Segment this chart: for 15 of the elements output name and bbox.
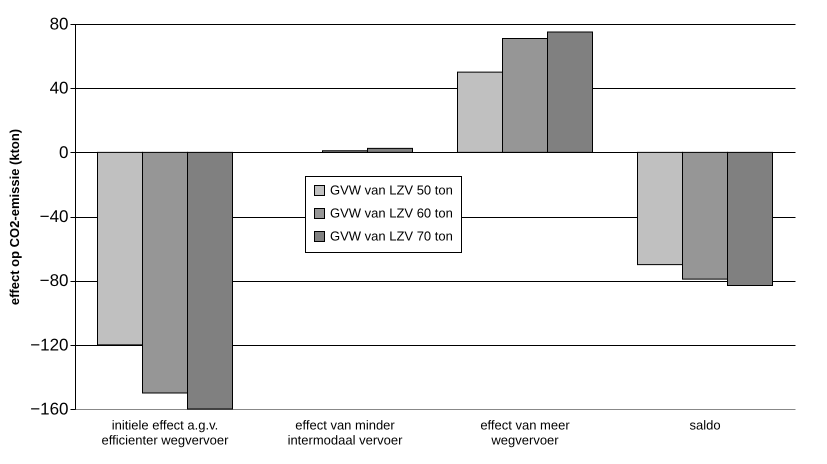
y-axis-title: effect op CO2-emissie (kton) bbox=[7, 128, 22, 306]
y-tick-label: 0 bbox=[59, 142, 68, 162]
y-tick-label: −120 bbox=[30, 335, 68, 354]
legend-label: GVW van LZV 50 ton bbox=[330, 182, 453, 198]
y-tick-label: −160 bbox=[30, 400, 68, 418]
x-tick-label: saldo bbox=[689, 418, 721, 432]
legend-label: GVW van LZV 70 ton bbox=[330, 228, 453, 244]
legend-label: GVW van LZV 60 ton bbox=[330, 206, 453, 220]
y-tick-label: 40 bbox=[50, 78, 68, 98]
y-tick-label: −40 bbox=[40, 207, 68, 226]
x-tick-label: effect van meer wegvervoer bbox=[480, 418, 570, 448]
x-tick-label: effect van minder intermodaal vervoer bbox=[288, 418, 404, 448]
x-tick-label: initiele effect a.g.v. efficienter wegvervoer bbox=[102, 418, 230, 448]
y-tick-label: 80 bbox=[50, 14, 68, 34]
y-tick-label: −80 bbox=[40, 271, 68, 290]
